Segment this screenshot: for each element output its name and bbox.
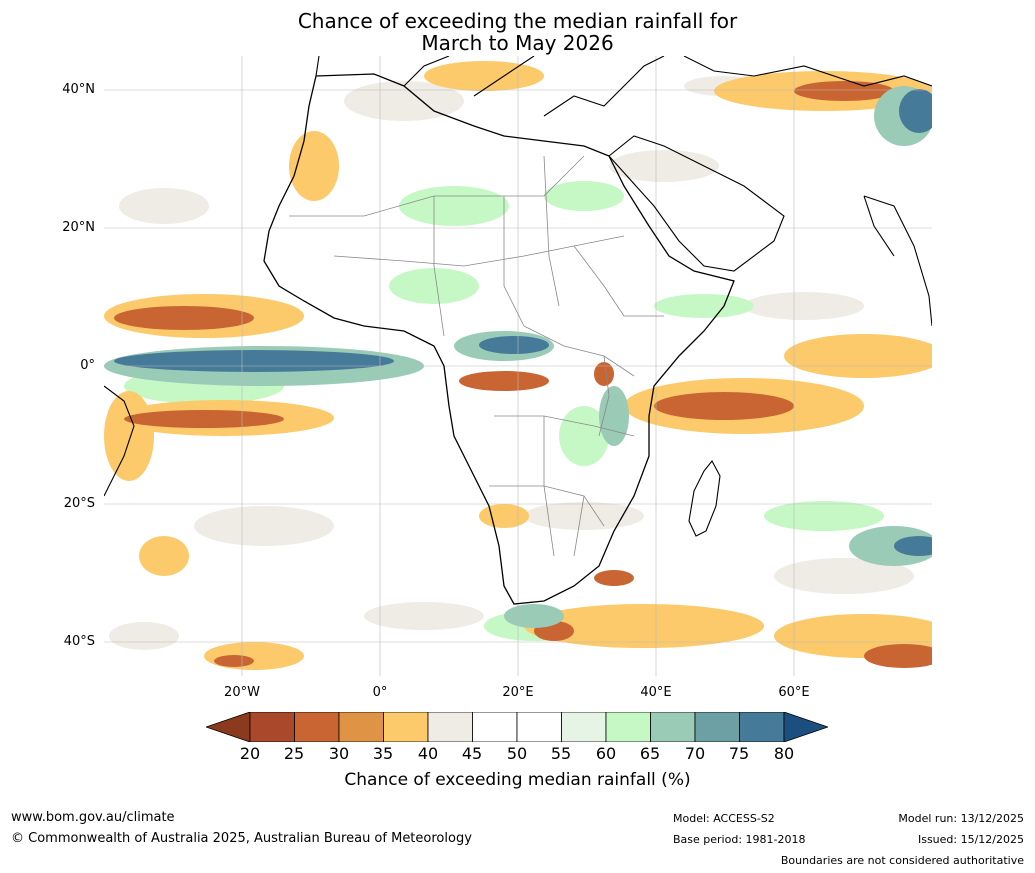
lat-label-20s: 20°S [63,496,95,511]
colorbar-tick: 80 [773,744,795,763]
lon-label-0: 0° [372,685,388,700]
rainfall-map [104,56,932,676]
lon-label-20e: 20°E [502,685,534,700]
colorbar-swatch [605,712,651,742]
colorbar-tick: 55 [550,744,572,763]
colorbar-swatch [516,712,562,742]
colorbar-tick: 70 [684,744,706,763]
model-name: Model: ACCESS-S2 [673,812,775,825]
colorbar-swatch [650,712,696,742]
south-america-coastline [104,385,135,497]
lon-label-20w: 20°W [224,685,260,700]
map-title: Chance of exceeding the median rainfall … [0,10,1035,54]
website-link[interactable]: www.bom.gov.au/climate [11,810,175,825]
lat-label-40s: 40°S [63,634,95,649]
country-borders [289,155,664,557]
colorbar-swatch [383,712,429,742]
wet-strong-patches [114,89,932,556]
colorbar-label: Chance of exceeding median rainfall (%) [344,770,691,790]
colorbar-tick: 50 [506,744,528,763]
colorbar-swatch [472,712,518,742]
issued-date: Issued: 15/12/2025 [917,833,1024,846]
lon-label-40e: 40°E [640,685,672,700]
colorbar-swatch [249,712,295,742]
madagascar-coastline [688,460,721,537]
colorbar-swatch [338,712,384,742]
colorbar-tick: 40 [417,744,439,763]
colorbar-swatch [694,712,740,742]
copyright-text: © Commonwealth of Australia 2025, Austra… [11,831,472,846]
colorbar-tick: 20 [239,744,261,763]
lon-label-60e: 60°E [778,685,810,700]
colorbar-swatch [739,712,785,742]
colorbar-tick: 45 [461,744,483,763]
base-period: Base period: 1981-2018 [673,833,806,846]
colorbar-low-arrow [206,712,251,742]
colorbar-tick: 25 [283,744,305,763]
gridlines [104,56,932,676]
india-coastline [863,195,932,327]
colorbar-tick: 75 [728,744,750,763]
colorbar-swatch [427,712,473,742]
africa-coastline [263,73,735,605]
dry-strong-patches [114,81,932,668]
lat-label-20n: 20°N [62,220,95,235]
boundary-disclaimer: Boundaries are not considered authoritat… [780,854,1024,867]
model-run-date: Model run: 13/12/2025 [898,812,1024,825]
title-line-1: Chance of exceeding the median rainfall … [297,9,738,33]
title-line-2: March to May 2026 [421,31,614,55]
colorbar-swatch [294,712,340,742]
colorbar-swatch [561,712,607,742]
colorbar-tick: 60 [595,744,617,763]
europe-coastline [315,56,932,117]
colorbar [206,712,828,742]
neutral-patches [109,76,914,650]
arabia-coastline [608,135,785,272]
colorbar-tick: 65 [639,744,661,763]
colorbar-tick: 35 [372,744,394,763]
lat-label-40n: 40°N [62,82,95,97]
colorbar-high-arrow [783,712,828,742]
lat-label-equator: 0° [80,358,95,373]
map-canvas [104,56,932,676]
colorbar-tick: 30 [328,744,350,763]
